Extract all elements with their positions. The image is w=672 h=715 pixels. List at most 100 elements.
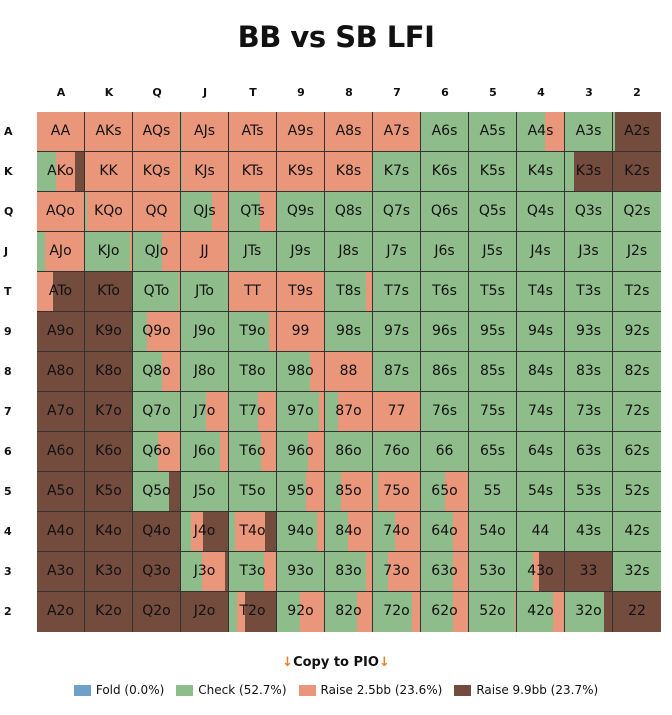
hand-cell[interactable]: A6s [421, 112, 469, 152]
hand-cell[interactable]: 22 [613, 592, 661, 632]
hand-cell[interactable]: 99 [277, 312, 325, 352]
hand-cell[interactable]: A4s [517, 112, 565, 152]
hand-cell[interactable]: JTo [181, 272, 229, 312]
hand-cell[interactable]: 53o [469, 552, 517, 592]
hand-cell[interactable]: T7o [229, 392, 277, 432]
hand-cell[interactable]: 53s [565, 472, 613, 512]
hand-cell[interactable]: 85s [469, 352, 517, 392]
hand-cell[interactable]: A3o [37, 552, 85, 592]
hand-cell[interactable]: Q8o [133, 352, 181, 392]
hand-cell[interactable]: T5o [229, 472, 277, 512]
hand-cell[interactable]: 75s [469, 392, 517, 432]
hand-cell[interactable]: TT [229, 272, 277, 312]
hand-cell[interactable]: QJo [133, 232, 181, 272]
hand-cell[interactable]: 76o [373, 432, 421, 472]
hand-cell[interactable]: Q4s [517, 192, 565, 232]
hand-cell[interactable]: 98o [277, 352, 325, 392]
hand-cell[interactable]: 43o [517, 552, 565, 592]
hand-cell[interactable]: 74o [373, 512, 421, 552]
hand-cell[interactable]: AJo [37, 232, 85, 272]
hand-cell[interactable]: T3s [565, 272, 613, 312]
hand-cell[interactable]: Q6o [133, 432, 181, 472]
copy-to-pio-button[interactable]: ↓Copy to PIO↓ [0, 655, 672, 670]
hand-cell[interactable]: J3o [181, 552, 229, 592]
hand-cell[interactable]: T6s [421, 272, 469, 312]
hand-cell[interactable]: 54o [469, 512, 517, 552]
hand-cell[interactable]: 82s [613, 352, 661, 392]
hand-cell[interactable]: 66 [421, 432, 469, 472]
hand-cell[interactable]: 62s [613, 432, 661, 472]
hand-cell[interactable]: 96s [421, 312, 469, 352]
hand-cell[interactable]: J5o [181, 472, 229, 512]
hand-cell[interactable]: J8o [181, 352, 229, 392]
hand-cell[interactable]: 98s [325, 312, 373, 352]
hand-cell[interactable]: AQo [37, 192, 85, 232]
hand-cell[interactable]: A8s [325, 112, 373, 152]
hand-cell[interactable]: 86s [421, 352, 469, 392]
hand-cell[interactable]: Q9s [277, 192, 325, 232]
hand-cell[interactable]: 84o [325, 512, 373, 552]
hand-cell[interactable]: J9s [277, 232, 325, 272]
hand-cell[interactable]: 52s [613, 472, 661, 512]
hand-cell[interactable]: A2o [37, 592, 85, 632]
hand-cell[interactable]: JJ [181, 232, 229, 272]
hand-cell[interactable]: 97s [373, 312, 421, 352]
hand-cell[interactable]: A8o [37, 352, 85, 392]
hand-cell[interactable]: Q8s [325, 192, 373, 232]
hand-cell[interactable]: KQs [133, 152, 181, 192]
hand-cell[interactable]: 75o [373, 472, 421, 512]
hand-cell[interactable]: K9o [85, 312, 133, 352]
hand-cell[interactable]: 55 [469, 472, 517, 512]
hand-cell[interactable]: 33 [565, 552, 613, 592]
hand-cell[interactable]: T8o [229, 352, 277, 392]
hand-cell[interactable]: 87s [373, 352, 421, 392]
hand-cell[interactable]: J6o [181, 432, 229, 472]
hand-cell[interactable]: 92o [277, 592, 325, 632]
hand-cell[interactable]: QTo [133, 272, 181, 312]
hand-cell[interactable]: Q2o [133, 592, 181, 632]
hand-cell[interactable]: 94o [277, 512, 325, 552]
hand-cell[interactable]: T7s [373, 272, 421, 312]
hand-cell[interactable]: K8o [85, 352, 133, 392]
hand-cell[interactable]: 63o [421, 552, 469, 592]
hand-cell[interactable]: A4o [37, 512, 85, 552]
hand-cell[interactable]: KK [85, 152, 133, 192]
hand-cell[interactable]: 88 [325, 352, 373, 392]
hand-cell[interactable]: 54s [517, 472, 565, 512]
hand-cell[interactable]: T3o [229, 552, 277, 592]
hand-cell[interactable]: 65s [469, 432, 517, 472]
hand-cell[interactable]: 87o [325, 392, 373, 432]
hand-cell[interactable]: Q7o [133, 392, 181, 432]
hand-cell[interactable]: J3s [565, 232, 613, 272]
hand-cell[interactable]: Q2s [613, 192, 661, 232]
hand-cell[interactable]: T6o [229, 432, 277, 472]
hand-cell[interactable]: 86o [325, 432, 373, 472]
hand-cell[interactable]: K6o [85, 432, 133, 472]
hand-cell[interactable]: ATo [37, 272, 85, 312]
hand-cell[interactable]: 95o [277, 472, 325, 512]
hand-cell[interactable]: 83o [325, 552, 373, 592]
hand-cell[interactable]: AJs [181, 112, 229, 152]
hand-cell[interactable]: 73s [565, 392, 613, 432]
hand-cell[interactable]: K3s [565, 152, 613, 192]
hand-cell[interactable]: K4s [517, 152, 565, 192]
hand-cell[interactable]: AKs [85, 112, 133, 152]
hand-cell[interactable]: 72s [613, 392, 661, 432]
hand-cell[interactable]: K7s [373, 152, 421, 192]
hand-cell[interactable]: KTo [85, 272, 133, 312]
hand-cell[interactable]: KJo [85, 232, 133, 272]
hand-cell[interactable]: J5s [469, 232, 517, 272]
hand-cell[interactable]: JTs [229, 232, 277, 272]
hand-cell[interactable]: 93s [565, 312, 613, 352]
hand-cell[interactable]: 82o [325, 592, 373, 632]
hand-cell[interactable]: AKo [37, 152, 85, 192]
hand-cell[interactable]: 96o [277, 432, 325, 472]
hand-cell[interactable]: Q6s [421, 192, 469, 232]
hand-cell[interactable]: Q3o [133, 552, 181, 592]
hand-cell[interactable]: 77 [373, 392, 421, 432]
hand-cell[interactable]: A2s [613, 112, 661, 152]
hand-cell[interactable]: J4o [181, 512, 229, 552]
hand-cell[interactable]: 74s [517, 392, 565, 432]
hand-cell[interactable]: T9s [277, 272, 325, 312]
hand-cell[interactable]: 84s [517, 352, 565, 392]
